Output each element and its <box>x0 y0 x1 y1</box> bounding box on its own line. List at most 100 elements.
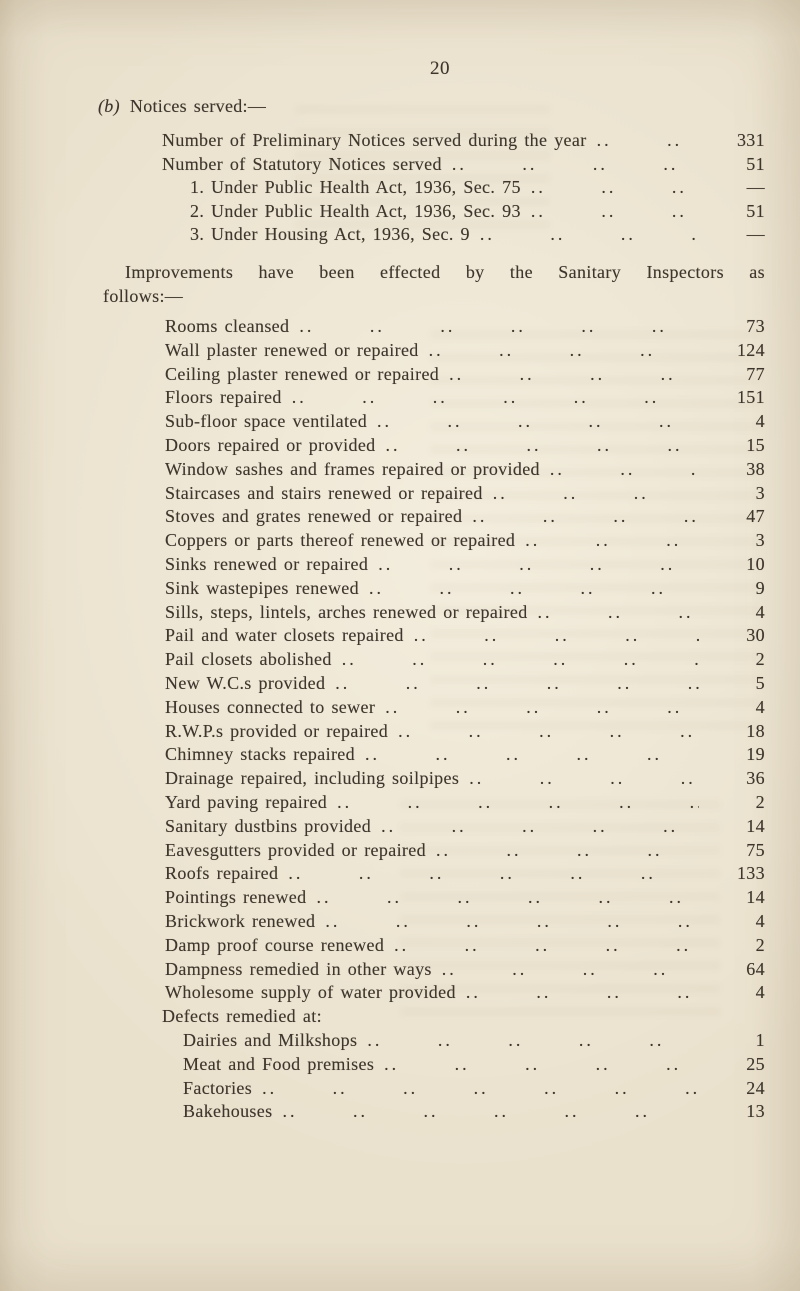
improvement-label: Sink wastepipes renewed <box>165 577 360 598</box>
improvement-value: 75 <box>746 839 765 860</box>
improvement-label: Damp proof course renewed <box>165 934 385 955</box>
improvement-value: 4 <box>755 601 765 622</box>
dot-leader <box>299 315 699 339</box>
improvement-row: Bakehouses 13 <box>165 1100 765 1124</box>
improvement-row: Meat and Food premises 25 <box>165 1053 765 1077</box>
improvement-value: 10 <box>746 553 765 574</box>
improvement-value: 73 <box>746 316 765 336</box>
improvement-value: 4 <box>755 982 765 1003</box>
improvement-value: 18 <box>746 720 765 741</box>
improvement-value: 15 <box>746 434 765 455</box>
improvement-value: 151 <box>736 387 765 408</box>
dot-leader <box>466 981 699 1005</box>
notice-value: — <box>746 224 765 245</box>
improvement-value: 4 <box>755 411 765 432</box>
improvement-label: Sills, steps, lintels, arches renewed or… <box>165 601 528 622</box>
improvement-label: Brickwork renewed <box>165 910 316 931</box>
intro-line-1: Improvements have been effected by the S… <box>125 262 765 282</box>
dot-leader <box>262 1077 699 1101</box>
improvement-value: 38 <box>746 458 765 479</box>
improvement-label: Coppers or parts thereof renewed or repa… <box>165 530 516 551</box>
improvement-value: 3 <box>755 482 765 503</box>
improvement-row: Floors repaired 151 <box>165 386 765 410</box>
page-number: 20 <box>430 58 450 79</box>
dot-leader <box>472 505 699 529</box>
improvement-value: 47 <box>746 506 765 527</box>
dot-leader <box>469 767 699 791</box>
improvement-value: 3 <box>755 530 765 551</box>
dot-leader <box>367 1029 699 1053</box>
improvement-label: Bakehouses <box>183 1101 273 1122</box>
improvement-value: 9 <box>755 577 765 598</box>
improvement-value: 64 <box>746 958 765 979</box>
improvement-row: Drainage repaired, including soilpipes 3… <box>165 767 765 791</box>
dot-leader <box>377 410 699 434</box>
improvement-value: 1 <box>755 1029 765 1050</box>
dot-leader <box>288 862 699 886</box>
improvements-list: Rooms cleansed 73 Wall plaster renewed o… <box>162 315 765 1124</box>
improvement-row: Yard paving repaired 2 <box>165 791 765 815</box>
improvement-value: 133 <box>736 863 765 884</box>
notice-value: — <box>746 177 765 198</box>
improvement-value: 30 <box>746 625 765 646</box>
improvement-label: Staircases and stairs renewed or repaire… <box>165 482 483 503</box>
improvement-row: Window sashes and frames repaired or pro… <box>165 458 765 482</box>
dot-leader <box>452 153 699 177</box>
improvement-label: Eavesgutters provided or repaired <box>165 839 426 860</box>
dot-leader <box>337 791 699 815</box>
improvement-value: 2 <box>755 934 765 955</box>
improvement-value: 36 <box>746 768 765 789</box>
improvement-row: Factories 24 <box>165 1077 765 1101</box>
improvement-value: 14 <box>746 887 765 908</box>
improvement-row: Stoves and grates renewed or repaired 47 <box>165 505 765 529</box>
improvement-row: Houses connected to sewer 4 <box>165 696 765 720</box>
dot-leader <box>325 910 699 934</box>
dot-leader <box>480 223 699 247</box>
dot-leader <box>531 176 699 200</box>
improvements-intro: Improvements have been effected by the S… <box>103 261 765 308</box>
improvement-label: Chimney stacks repaired <box>165 744 355 765</box>
improvement-value: 25 <box>746 1053 765 1074</box>
dot-leader <box>429 339 699 363</box>
improvement-label: Wholesome supply of water provided <box>165 982 456 1003</box>
improvement-label: Ceiling plaster renewed or repaired <box>165 363 440 384</box>
improvement-row: Sills, steps, lintels, arches renewed or… <box>165 601 765 625</box>
improvement-value: 19 <box>746 744 765 765</box>
notice-label: Number of Statutory Notices served <box>162 153 442 174</box>
improvement-label: Window sashes and frames repaired or pro… <box>165 458 540 479</box>
dot-leader <box>381 815 699 839</box>
improvement-value: 13 <box>746 1101 765 1122</box>
improvement-row: Ceiling plaster renewed or repaired 77 <box>165 363 765 387</box>
improvement-row: Roofs repaired 133 <box>165 862 765 886</box>
improvement-label: Dairies and Milkshops <box>183 1029 358 1050</box>
dot-leader <box>335 672 699 696</box>
improvement-row: Wholesome supply of water provided 4 <box>165 981 765 1005</box>
improvement-row: Dairies and Milkshops 1 <box>165 1029 765 1053</box>
notice-label: 1. Under Public Health Act, 1936, Sec. 7… <box>190 177 521 198</box>
improvement-row: Sanitary dustbins provided 14 <box>165 815 765 839</box>
improvement-row: Brickwork renewed 4 <box>165 910 765 934</box>
improvement-row: Dampness remedied in other ways 64 <box>165 958 765 982</box>
improvement-label: New W.C.s provided <box>165 672 326 693</box>
dot-leader <box>525 529 699 553</box>
improvement-label: R.W.P.s provided or repaired <box>165 720 389 741</box>
improvement-value: 2 <box>755 791 765 812</box>
notice-row: Number of Statutory Notices served 51 <box>162 153 765 177</box>
dot-leader <box>384 1053 699 1077</box>
improvement-row: New W.C.s provided 5 <box>165 672 765 696</box>
dot-leader <box>550 458 699 482</box>
improvement-label: Rooms cleansed <box>165 316 290 336</box>
improvement-row: Rooms cleansed 73 <box>165 315 765 339</box>
improvement-row: Wall plaster renewed or repaired 124 <box>165 339 765 363</box>
improvement-label: Drainage repaired, including soilpipes <box>165 768 460 789</box>
improvement-value: 124 <box>736 339 765 360</box>
notices-heading-prefix: (b) <box>98 96 120 116</box>
improvement-row: Pointings renewed 14 <box>165 886 765 910</box>
improvement-label: Doors repaired or provided <box>165 434 376 455</box>
improvement-label: Pail and water closets repaired <box>165 625 404 646</box>
improvement-label: Sanitary dustbins provided <box>165 815 372 836</box>
improvement-label: Factories <box>183 1077 253 1098</box>
improvement-row: Staircases and stairs renewed or repaire… <box>165 482 765 506</box>
improvement-row: Coppers or parts thereof renewed or repa… <box>165 529 765 553</box>
